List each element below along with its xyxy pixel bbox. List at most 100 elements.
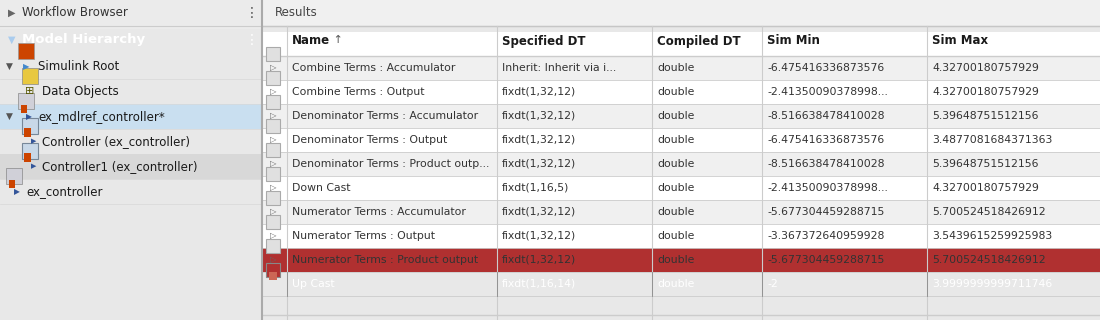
Bar [264, 0, 329, 2]
Bar [270, 272, 277, 280]
Bar [266, 71, 280, 85]
Text: fixdt(1,16,14): fixdt(1,16,14) [502, 279, 576, 289]
Text: fixdt(1,32,12): fixdt(1,32,12) [502, 255, 576, 265]
Text: Down Cast: Down Cast [292, 183, 351, 193]
Bar [18, 92, 34, 108]
Text: Sim Max: Sim Max [932, 35, 988, 47]
Text: double: double [657, 87, 694, 97]
Text: ▷: ▷ [270, 111, 276, 121]
Bar [0, 79, 262, 104]
Bar [18, 43, 34, 59]
Bar [0, 29, 262, 54]
Text: fixdt(1,32,12): fixdt(1,32,12) [502, 135, 576, 145]
Bar [0, 154, 262, 179]
Text: Controller (ex_controller): Controller (ex_controller) [42, 135, 190, 148]
Text: Denominator Terms : Output: Denominator Terms : Output [292, 135, 448, 145]
Text: Results: Results [275, 6, 318, 20]
Bar [24, 127, 31, 137]
Text: Model Hierarchy: Model Hierarchy [22, 34, 145, 46]
Text: 5.39648751512156: 5.39648751512156 [932, 159, 1038, 169]
Text: ▷: ▷ [270, 159, 276, 169]
Text: Inherit: Inherit via i...: Inherit: Inherit via i... [502, 63, 616, 73]
Text: ▷: ▷ [270, 183, 276, 193]
Bar [262, 224, 1100, 248]
Text: 5.700524518426912: 5.700524518426912 [932, 255, 1046, 265]
Text: fixdt(1,32,12): fixdt(1,32,12) [502, 159, 576, 169]
Text: 3.9999999999711746: 3.9999999999711746 [932, 279, 1053, 289]
Text: ▷: ▷ [270, 207, 276, 217]
Text: double: double [657, 111, 694, 121]
Bar [22, 117, 38, 133]
Bar [262, 32, 1100, 56]
Text: Combine Terms : Output: Combine Terms : Output [292, 87, 425, 97]
Text: ↑: ↑ [330, 35, 343, 45]
Text: Name: Name [292, 35, 330, 47]
Text: double: double [657, 135, 694, 145]
Text: Denominator Terms : Product outp...: Denominator Terms : Product outp... [292, 159, 490, 169]
Text: Numerator Terms : Accumulator: Numerator Terms : Accumulator [292, 207, 466, 217]
Text: 3.4877081684371363: 3.4877081684371363 [932, 135, 1053, 145]
Bar [6, 167, 22, 183]
Text: ⋮: ⋮ [245, 33, 258, 47]
Text: ▷: ▷ [270, 135, 276, 145]
Bar [24, 153, 31, 162]
Text: double: double [657, 159, 694, 169]
Bar [0, 0, 262, 54]
Bar [262, 176, 1100, 200]
Text: 5.700524518426912: 5.700524518426912 [932, 207, 1046, 217]
Text: -5.677304459288715: -5.677304459288715 [767, 255, 884, 265]
Text: ⊞: ⊞ [25, 86, 35, 97]
Text: -8.516638478410028: -8.516638478410028 [767, 111, 884, 121]
Text: -6.475416336873576: -6.475416336873576 [767, 63, 884, 73]
Text: Specified DT: Specified DT [502, 35, 585, 47]
Text: ▼: ▼ [6, 62, 13, 71]
Text: fixdt(1,16,5): fixdt(1,16,5) [502, 183, 570, 193]
Text: -3.367372640959928: -3.367372640959928 [767, 231, 884, 241]
Text: -2.41350090378998...: -2.41350090378998... [767, 87, 888, 97]
Text: Denominator Terms : Accumulator: Denominator Terms : Accumulator [292, 111, 478, 121]
Text: ex_controller: ex_controller [26, 185, 102, 198]
Bar [266, 119, 280, 133]
Text: -2.41350090378998...: -2.41350090378998... [767, 183, 888, 193]
Text: ⋮: ⋮ [245, 6, 258, 20]
Text: Data Objects: Data Objects [42, 85, 119, 98]
Bar [0, 54, 262, 79]
Bar [22, 68, 38, 84]
Text: 3.5439615259925983: 3.5439615259925983 [932, 231, 1053, 241]
Text: ▶: ▶ [8, 8, 15, 18]
Text: -6.475416336873576: -6.475416336873576 [767, 135, 884, 145]
Bar [262, 56, 1100, 80]
Bar [0, 0, 262, 26]
Bar [262, 104, 1100, 128]
Bar [21, 105, 28, 113]
Text: ▶: ▶ [14, 187, 20, 196]
Bar [262, 248, 1100, 272]
Text: Controller1 (ex_controller): Controller1 (ex_controller) [42, 160, 198, 173]
Bar [266, 143, 280, 157]
Text: fixdt(1,32,12): fixdt(1,32,12) [502, 231, 576, 241]
Text: Sim Min: Sim Min [767, 35, 820, 47]
Text: Up Cast: Up Cast [292, 279, 334, 289]
Text: double: double [657, 183, 694, 193]
Bar [266, 263, 280, 277]
Bar [262, 152, 1100, 176]
Text: double: double [657, 231, 694, 241]
Bar [266, 215, 280, 229]
Text: Workflow Browser: Workflow Browser [22, 6, 128, 20]
Bar [0, 104, 262, 129]
Text: ▼: ▼ [6, 112, 13, 121]
Bar [266, 95, 280, 109]
Text: 4.32700180757929: 4.32700180757929 [932, 63, 1038, 73]
Bar [22, 142, 38, 158]
Text: ▷: ▷ [270, 63, 276, 73]
Bar [266, 167, 280, 181]
Text: ▶: ▶ [31, 164, 36, 170]
Text: -2: -2 [767, 279, 778, 289]
Text: fixdt(1,32,12): fixdt(1,32,12) [502, 207, 576, 217]
Bar [9, 180, 15, 188]
Text: 4.32700180757929: 4.32700180757929 [932, 183, 1038, 193]
Bar [266, 191, 280, 205]
Bar [262, 200, 1100, 224]
Text: -5.677304459288715: -5.677304459288715 [767, 207, 884, 217]
Bar [262, 80, 1100, 104]
